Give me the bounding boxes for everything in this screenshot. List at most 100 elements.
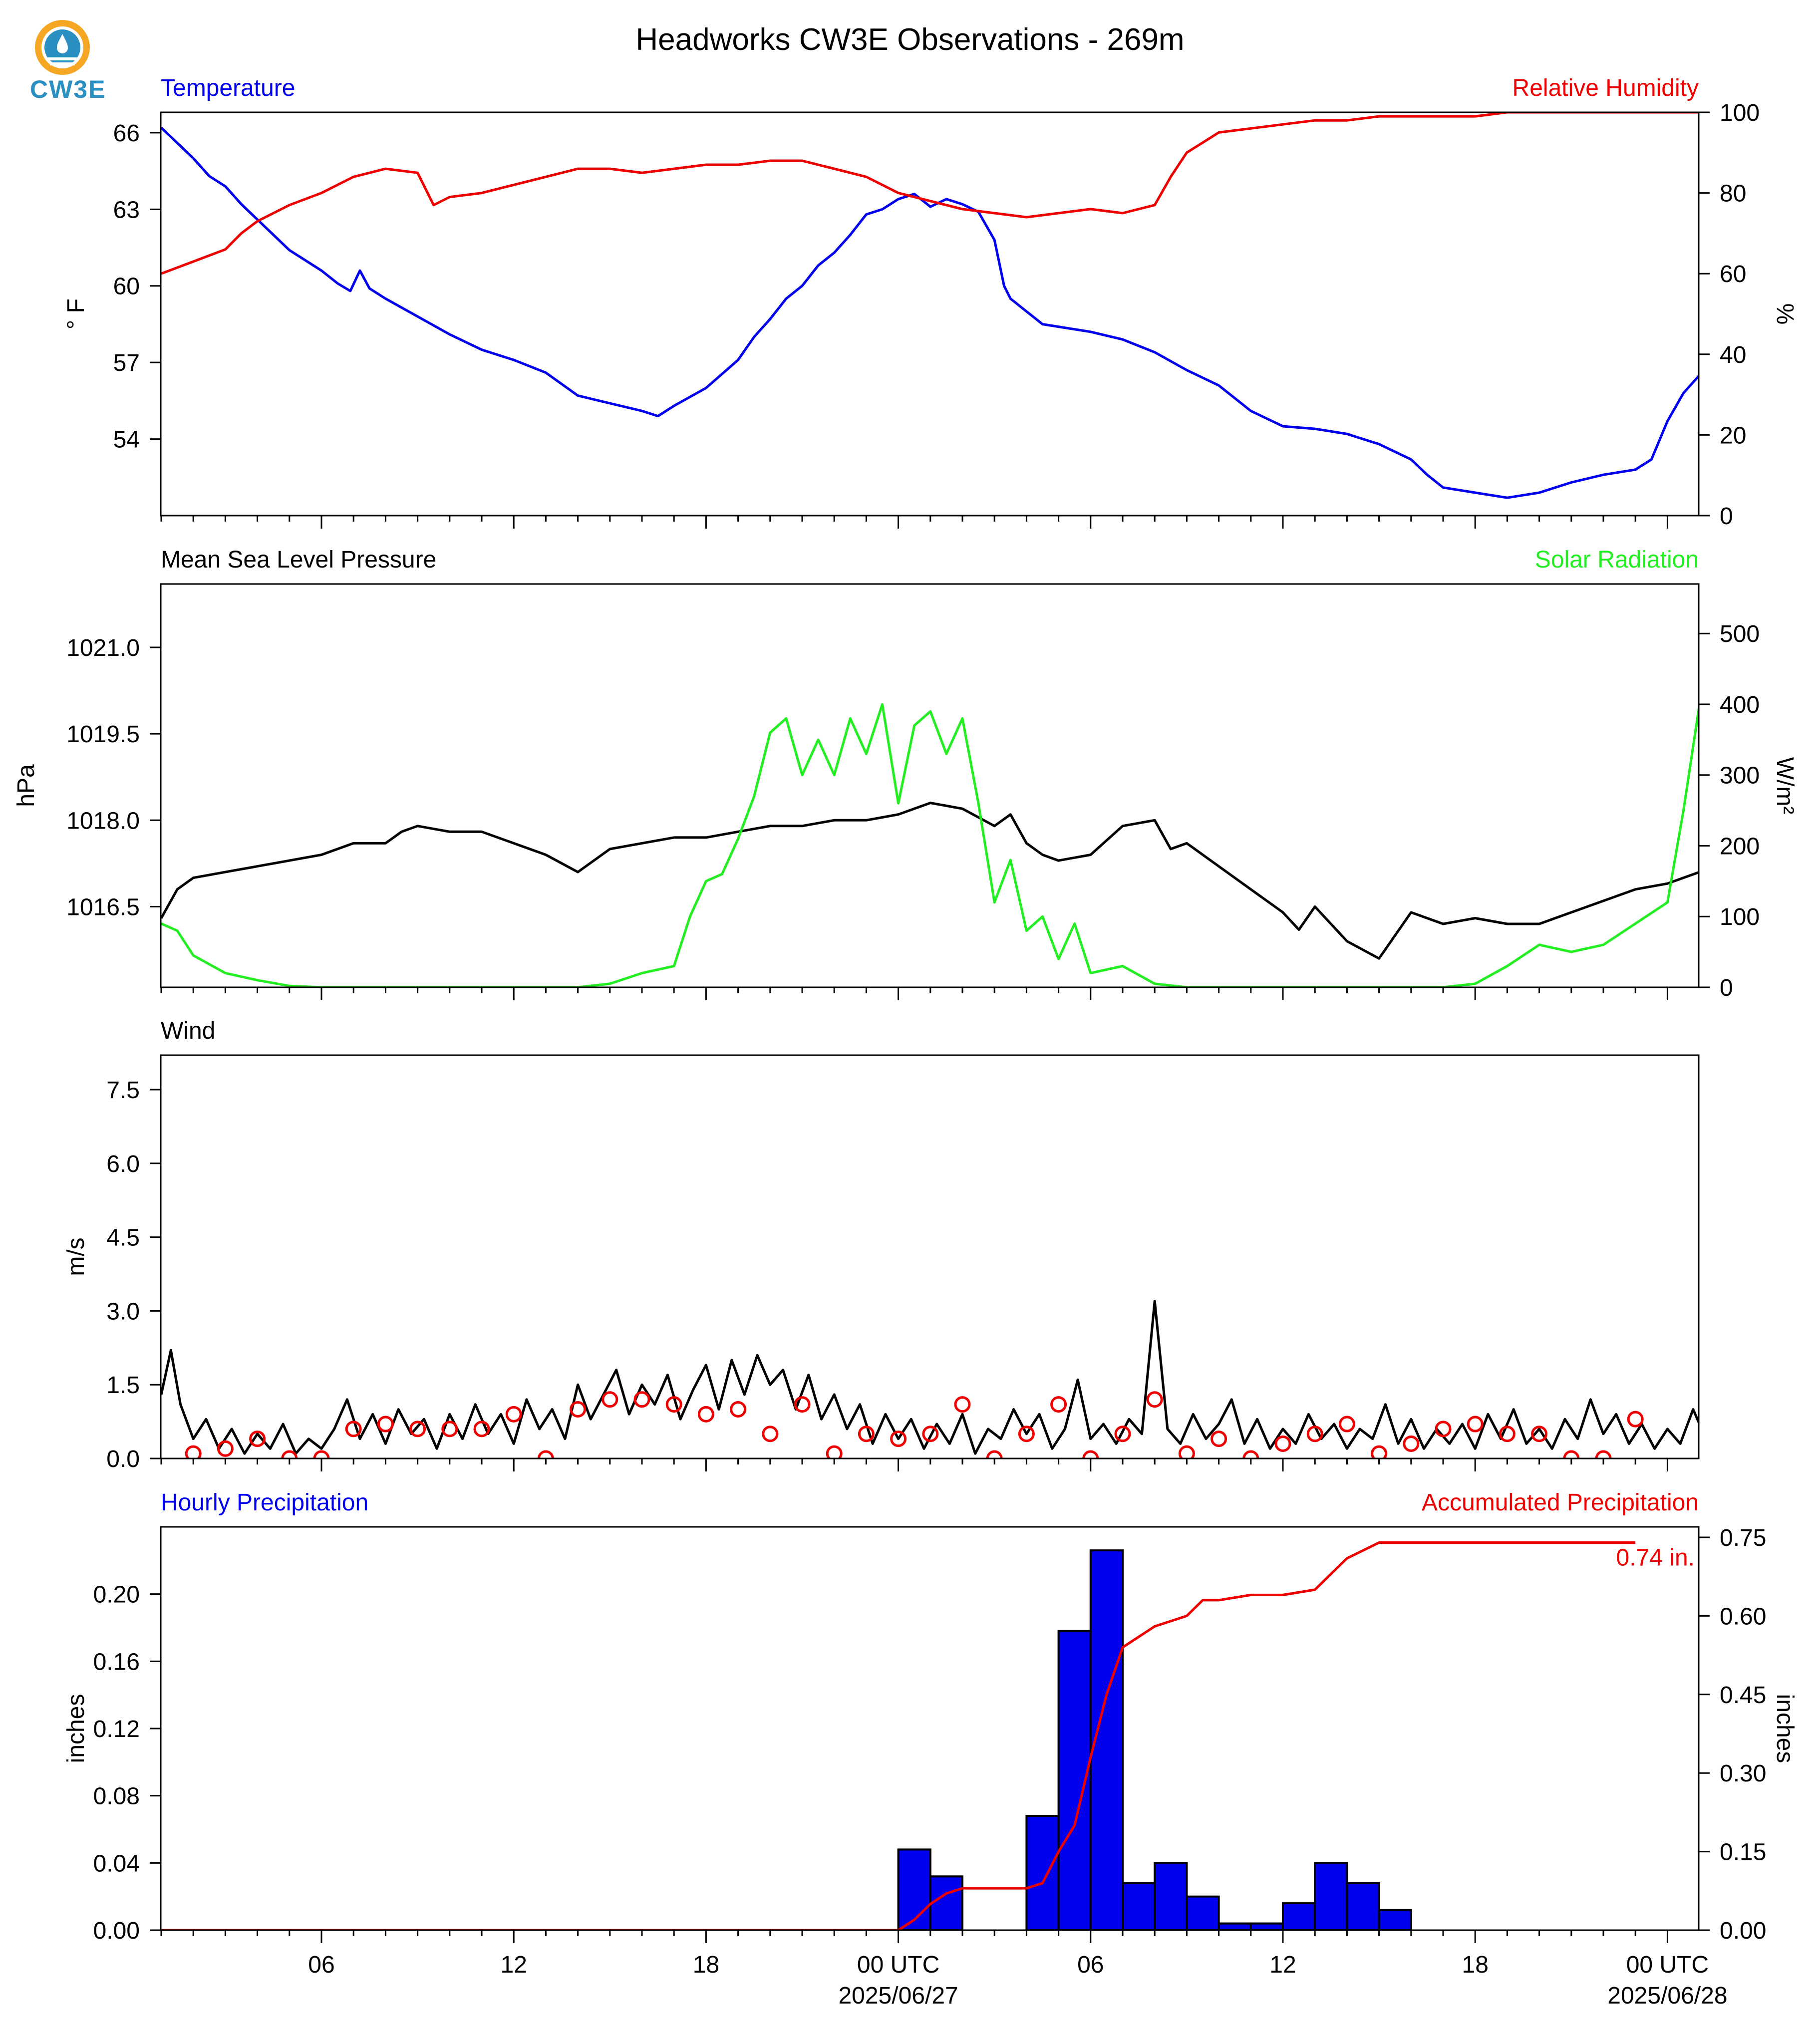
series-line	[161, 112, 1699, 275]
precip-bar	[1282, 1902, 1316, 1930]
y-tick-label: 6.0	[106, 1151, 140, 1177]
y-tick-label: 1019.5	[66, 721, 140, 748]
y-axis-label: hPa	[13, 764, 39, 807]
series-line	[161, 1300, 1699, 1455]
x-date-label: 2025/06/28	[1607, 1983, 1727, 2009]
gust-marker	[473, 1421, 490, 1438]
gust-marker	[1435, 1421, 1452, 1438]
panel-1: Temperature Relative Humidity 54 57 60 63 66 0 2…	[63, 75, 1798, 530]
gust-marker	[1563, 1450, 1580, 1458]
x-tick-label: 18	[693, 1952, 719, 1978]
y-right-tick-label: 0.30	[1720, 1760, 1766, 1787]
gust-marker	[377, 1416, 394, 1433]
y-right-tick-label: 20	[1720, 422, 1746, 449]
y-right-tick-label: 200	[1720, 833, 1760, 860]
y-right-axis-label: inches	[1772, 1694, 1798, 1763]
gust-marker	[890, 1431, 907, 1448]
gust-marker	[986, 1450, 1003, 1458]
y-right-tick-label: 500	[1720, 621, 1760, 647]
gust-marker	[730, 1401, 747, 1418]
y-tick-label: 3.0	[106, 1298, 140, 1325]
gust-marker	[954, 1396, 971, 1413]
precip-bar	[1025, 1815, 1060, 1930]
gust-marker	[1146, 1391, 1163, 1408]
plot-area	[161, 703, 1699, 987]
y-tick-label: 0.04	[93, 1850, 140, 1877]
gust-marker	[1627, 1411, 1644, 1428]
y-right-tick-label: 0	[1720, 503, 1733, 530]
chart-title: Headworks CW3E Observations - 269m	[635, 22, 1184, 57]
gust-marker	[185, 1445, 202, 1458]
y-right-tick-label: 80	[1720, 181, 1746, 207]
gust-marker	[1338, 1416, 1355, 1433]
gust-marker	[1403, 1435, 1420, 1452]
x-tick-label: 00 UTC	[1626, 1952, 1709, 1978]
gust-marker	[1371, 1445, 1388, 1458]
gust-marker	[1531, 1426, 1548, 1443]
x-tick-label: 18	[1462, 1952, 1489, 1978]
gust-marker	[505, 1406, 522, 1423]
x-tick-label: 06	[308, 1952, 334, 1978]
y-right-tick-label: 0.00	[1720, 1918, 1766, 1944]
y-right-tick-label: 0	[1720, 975, 1733, 1001]
y-tick-label: 1021.0	[66, 635, 140, 661]
gust-marker	[1018, 1426, 1035, 1443]
gust-marker	[1050, 1396, 1067, 1413]
y-tick-label: 1016.5	[66, 894, 140, 920]
precip-bar	[1217, 1922, 1252, 1930]
panel-left-title: Wind	[161, 1018, 215, 1044]
gust-marker	[1306, 1426, 1323, 1443]
precip-bar	[1249, 1922, 1284, 1930]
plot-area	[161, 1541, 1636, 1930]
y-tick-label: 63	[113, 197, 140, 223]
y-axis-label: ° F	[63, 298, 89, 329]
y-axis-label: inches	[63, 1694, 89, 1763]
gust-marker	[281, 1450, 298, 1458]
gust-marker	[665, 1396, 682, 1413]
x-tick-label: 00 UTC	[857, 1952, 939, 1978]
panel-2: Mean Sea Level Pressure Solar Radiation 10…	[13, 547, 1798, 1001]
panel-right-title: Accumulated Precipitation	[1422, 1489, 1699, 1516]
y-right-tick-label: 400	[1720, 692, 1760, 718]
panel-frame	[160, 111, 1700, 517]
gust-marker	[409, 1421, 426, 1438]
precip-bar	[1378, 1909, 1412, 1930]
y-tick-label: 1018.0	[66, 808, 140, 834]
x-tick-label: 06	[1077, 1952, 1104, 1978]
precip-bar	[1122, 1882, 1156, 1930]
gust-marker	[249, 1431, 266, 1448]
y-tick-label: 7.5	[106, 1077, 140, 1104]
x-date-label: 2025/06/27	[838, 1983, 958, 2009]
precip-bar	[1186, 1895, 1220, 1930]
y-right-tick-label: 0.45	[1720, 1682, 1766, 1709]
y-tick-label: 1.5	[106, 1372, 140, 1399]
gust-marker	[217, 1440, 234, 1457]
gust-marker	[570, 1401, 587, 1418]
cw3e-logo	[30, 15, 105, 110]
gust-marker	[633, 1391, 650, 1408]
gust-marker	[762, 1426, 779, 1443]
series-line	[161, 126, 1699, 499]
y-right-tick-label: 100	[1720, 100, 1760, 126]
y-tick-label: 0.20	[93, 1582, 140, 1608]
gust-marker	[1595, 1450, 1612, 1458]
gust-marker	[1499, 1426, 1516, 1443]
panel-frame	[160, 1526, 1700, 1931]
precip-bar	[1314, 1862, 1348, 1930]
y-right-tick-label: 100	[1720, 904, 1760, 930]
cw3e-logo-icon	[35, 20, 90, 75]
gust-marker	[1242, 1450, 1259, 1458]
gust-marker	[345, 1421, 362, 1438]
panel-frame	[160, 583, 1700, 988]
y-right-tick-label: 40	[1720, 342, 1746, 368]
panel-3: Wind 0.0 1.5 3.0 4.5 6.0 7.5 m/s	[63, 1018, 1700, 1472]
y-tick-label: 0.08	[93, 1783, 140, 1810]
gust-marker	[602, 1391, 618, 1408]
gust-marker	[858, 1426, 875, 1443]
panel-frame	[160, 1054, 1700, 1459]
panel-left-title: Hourly Precipitation	[161, 1489, 368, 1516]
gust-marker	[794, 1396, 811, 1413]
y-tick-label: 60	[113, 274, 140, 300]
gust-marker	[697, 1406, 714, 1423]
y-tick-label: 0.12	[93, 1716, 140, 1742]
